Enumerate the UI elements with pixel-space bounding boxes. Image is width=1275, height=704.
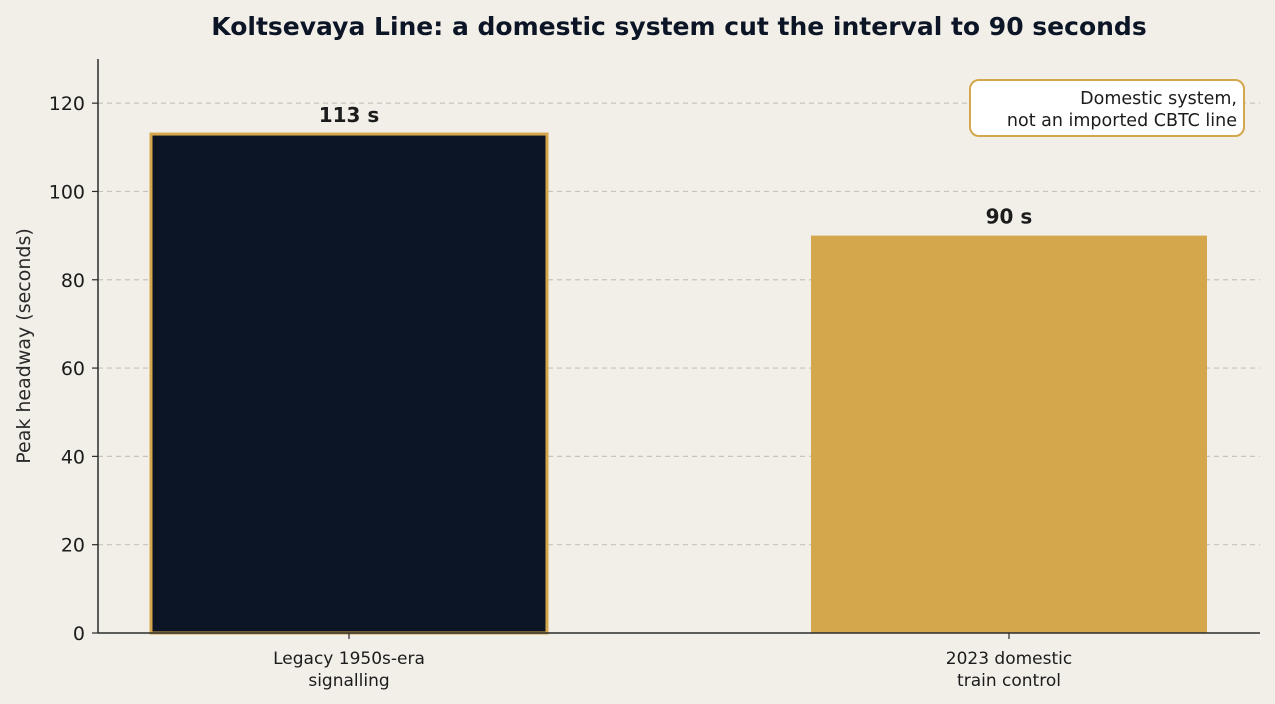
- y-tick-label: 20: [61, 535, 85, 557]
- bar-value-label: 113 s: [319, 103, 380, 127]
- y-ticks: 0 20 40 60 80 100 120: [49, 93, 98, 645]
- annotation-box: Domestic system, not an imported CBTC li…: [969, 79, 1245, 137]
- bar: [811, 235, 1207, 633]
- axes: [97, 59, 1260, 634]
- y-tick-label: 100: [49, 181, 85, 203]
- annotation-line-1: Domestic system,: [1080, 89, 1237, 109]
- y-tick-label: 60: [61, 358, 85, 380]
- y-tick-label: 40: [61, 446, 85, 468]
- y-axis-label: Peak headway (seconds): [13, 228, 35, 464]
- y-tick-label: 0: [73, 623, 85, 645]
- x-tick-label: signalling: [308, 671, 389, 691]
- value-labels: 113 s 90 s: [319, 103, 1033, 229]
- x-tick-label: 2023 domestic: [946, 649, 1072, 669]
- x-tick-label: Legacy 1950s-era: [273, 649, 425, 669]
- annotation-line-2: not an imported CBTC line: [1007, 111, 1237, 131]
- bar-value-label: 90 s: [986, 205, 1033, 229]
- chart-title: Koltsevaya Line: a domestic system cut t…: [211, 12, 1146, 41]
- annotation-frame: [969, 79, 1245, 137]
- y-tick-label: 80: [61, 270, 85, 292]
- bar: [149, 132, 549, 635]
- y-tick-label: 120: [49, 93, 85, 115]
- x-tick-label: train control: [957, 671, 1061, 691]
